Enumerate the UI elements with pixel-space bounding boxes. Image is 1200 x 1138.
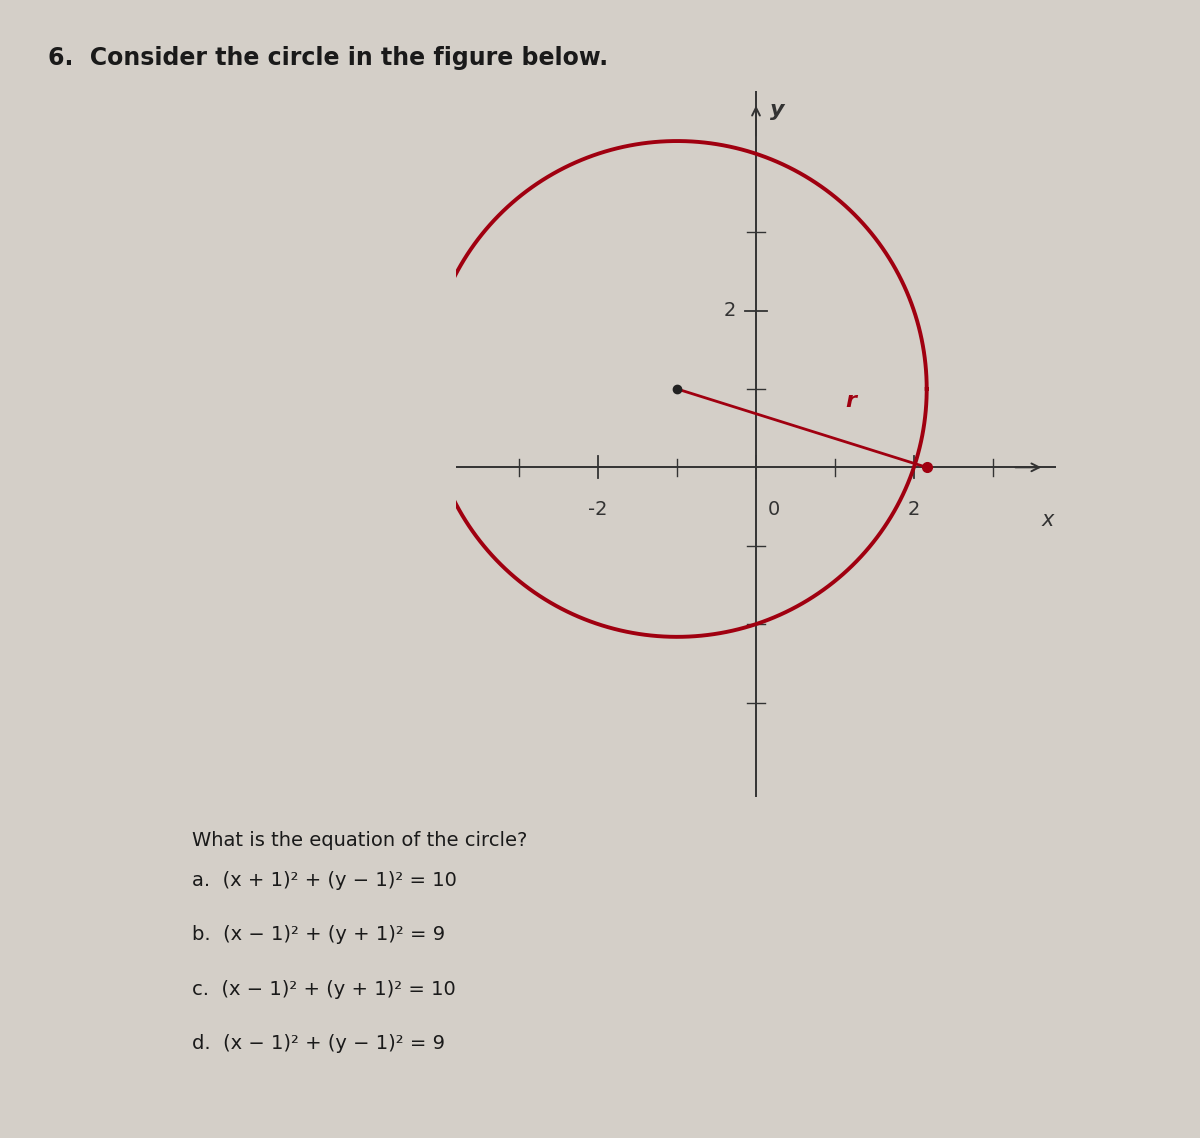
Text: d.  (x − 1)² + (y − 1)² = 9: d. (x − 1)² + (y − 1)² = 9 [192, 1034, 445, 1054]
Text: 6.  Consider the circle in the figure below.: 6. Consider the circle in the figure bel… [48, 46, 608, 69]
Text: What is the equation of the circle?: What is the equation of the circle? [192, 831, 527, 850]
Text: 0: 0 [768, 501, 780, 519]
Text: 2: 2 [724, 302, 737, 320]
Text: c.  (x − 1)² + (y + 1)² = 10: c. (x − 1)² + (y + 1)² = 10 [192, 980, 456, 999]
Text: 2: 2 [907, 501, 920, 519]
Text: y: y [770, 100, 785, 121]
Text: x: x [1042, 511, 1055, 530]
Text: -2: -2 [588, 501, 608, 519]
Text: r: r [845, 390, 857, 411]
Text: a.  (x + 1)² + (y − 1)² = 10: a. (x + 1)² + (y − 1)² = 10 [192, 871, 457, 890]
Text: b.  (x − 1)² + (y + 1)² = 9: b. (x − 1)² + (y + 1)² = 9 [192, 925, 445, 945]
